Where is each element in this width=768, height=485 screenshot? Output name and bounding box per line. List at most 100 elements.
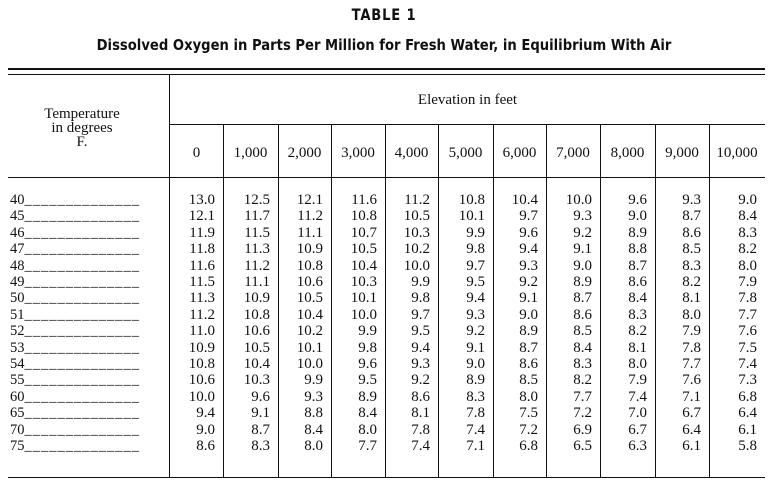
table-cell: 10.6 bbox=[243, 323, 270, 340]
table-cell: 10.8 bbox=[350, 208, 377, 225]
table-cell: 10.0 bbox=[188, 388, 215, 405]
row-temperature-label: 40______________ bbox=[10, 192, 170, 208]
table-cell: 9.3 bbox=[573, 208, 592, 225]
table-cell: 11.3 bbox=[244, 241, 270, 258]
table-cell: 11.2 bbox=[244, 257, 270, 274]
table-cell: 9.9 bbox=[411, 274, 430, 290]
table-cell: 8.8 bbox=[304, 405, 323, 422]
top-rule-thin bbox=[8, 74, 765, 75]
column-divider bbox=[600, 125, 601, 477]
table-cell: 8.5 bbox=[519, 372, 538, 389]
table-cell: 8.0 bbox=[738, 257, 757, 274]
table-cell: 7.7 bbox=[738, 306, 757, 323]
column-divider bbox=[709, 125, 710, 477]
table-cell: 11.7 bbox=[244, 208, 270, 225]
table-cell: 10.6 bbox=[188, 372, 215, 389]
table-cell: 7.4 bbox=[411, 438, 430, 454]
table-cell: 7.4 bbox=[738, 356, 757, 372]
table-caption: Dissolved Oxygen in Parts Per Million fo… bbox=[96, 36, 672, 54]
table-cell: 9.7 bbox=[411, 306, 430, 323]
table-cell: 9.2 bbox=[573, 224, 592, 241]
dot-leader: ______________ bbox=[24, 257, 140, 274]
table-cell: 9.3 bbox=[466, 306, 485, 323]
table-cell: 9.1 bbox=[251, 405, 270, 422]
stub-header-line-1: Temperature bbox=[44, 106, 120, 122]
dot-leader: ______________ bbox=[24, 290, 140, 307]
table-cell: 12.5 bbox=[243, 192, 270, 208]
table-cell: 9.3 bbox=[304, 388, 323, 405]
table-cell: 9.3 bbox=[411, 356, 430, 372]
temperature-value: 75 bbox=[10, 438, 25, 454]
table-cell: 9.6 bbox=[628, 192, 647, 208]
table-cell: 9.0 bbox=[628, 208, 647, 225]
table-cell: 7.2 bbox=[519, 421, 538, 438]
table-cell: 9.0 bbox=[738, 192, 757, 208]
table-cell: 7.7 bbox=[358, 438, 377, 454]
table-cell: 13.0 bbox=[188, 192, 215, 208]
table-cell: 9.6 bbox=[519, 224, 538, 241]
row-temperature-label: 46______________ bbox=[10, 225, 170, 241]
temperature-value: 52 bbox=[10, 323, 25, 340]
table-cell: 8.5 bbox=[682, 241, 701, 258]
table-cell: 6.4 bbox=[682, 421, 701, 438]
column-divider bbox=[278, 125, 279, 477]
table-cell: 8.1 bbox=[628, 339, 647, 356]
temperature-value: 70 bbox=[10, 421, 25, 438]
table-cell: 11.3 bbox=[189, 290, 215, 307]
column-divider bbox=[223, 125, 224, 477]
table-cell: 8.7 bbox=[519, 339, 538, 356]
table-cell: 8.3 bbox=[251, 438, 270, 454]
table-cell: 12.1 bbox=[188, 208, 215, 225]
table-cell: 10.1 bbox=[458, 208, 485, 225]
table-cell: 8.9 bbox=[358, 388, 377, 405]
table-cell: 10.3 bbox=[350, 274, 377, 290]
table-cell: 7.7 bbox=[682, 356, 701, 372]
table-cell: 7.9 bbox=[628, 372, 647, 389]
table-cell: 8.3 bbox=[682, 257, 701, 274]
table-cell: 11.2 bbox=[404, 192, 430, 208]
dot-leader: ______________ bbox=[24, 274, 140, 290]
table-cell: 9.7 bbox=[466, 257, 485, 274]
table-cell: 5.8 bbox=[738, 438, 757, 454]
row-temperature-label: 48______________ bbox=[10, 258, 170, 274]
table-cell: 9.2 bbox=[466, 323, 485, 340]
temperature-value: 47 bbox=[10, 241, 25, 258]
table-cell: 8.0 bbox=[628, 356, 647, 372]
temperature-value: 45 bbox=[10, 208, 25, 225]
table-cell: 10.5 bbox=[243, 339, 270, 356]
table-cell: 7.8 bbox=[738, 290, 757, 307]
row-temperature-label: 47______________ bbox=[10, 241, 170, 257]
table-cell: 7.6 bbox=[738, 323, 757, 340]
column-header: 3,000 bbox=[341, 145, 375, 161]
table-cell: 9.2 bbox=[411, 372, 430, 389]
table-cell: 8.0 bbox=[519, 388, 538, 405]
table-cell: 11.5 bbox=[244, 224, 270, 241]
dot-leader: ______________ bbox=[24, 388, 140, 405]
table-cell: 11.6 bbox=[189, 257, 215, 274]
dot-leader: ______________ bbox=[24, 306, 140, 323]
table-cell: 9.5 bbox=[358, 372, 377, 389]
dot-leader: ______________ bbox=[24, 224, 140, 241]
table-cell: 6.1 bbox=[738, 421, 757, 438]
table-cell: 9.5 bbox=[411, 323, 430, 340]
table-cell: 10.8 bbox=[296, 257, 323, 274]
table-cell: 10.5 bbox=[403, 208, 430, 225]
column-divider bbox=[331, 125, 332, 477]
table-cell: 7.3 bbox=[738, 372, 757, 389]
table-cell: 7.1 bbox=[682, 388, 701, 405]
column-divider bbox=[655, 125, 656, 477]
table-cell: 6.5 bbox=[573, 438, 592, 454]
dot-leader: ______________ bbox=[24, 339, 140, 356]
table-cell: 7.7 bbox=[573, 388, 592, 405]
dot-leader: ______________ bbox=[24, 241, 140, 258]
table-cell: 10.5 bbox=[350, 241, 377, 258]
table-cell: 9.0 bbox=[519, 306, 538, 323]
table-cell: 8.4 bbox=[358, 405, 377, 422]
table-cell: 9.8 bbox=[358, 339, 377, 356]
row-temperature-label: 45______________ bbox=[10, 208, 170, 224]
table-cell: 7.8 bbox=[411, 421, 430, 438]
table-cell: 8.4 bbox=[628, 290, 647, 307]
table-cell: 9.0 bbox=[466, 356, 485, 372]
temperature-value: 40 bbox=[10, 192, 25, 208]
table-cell: 9.4 bbox=[411, 339, 430, 356]
